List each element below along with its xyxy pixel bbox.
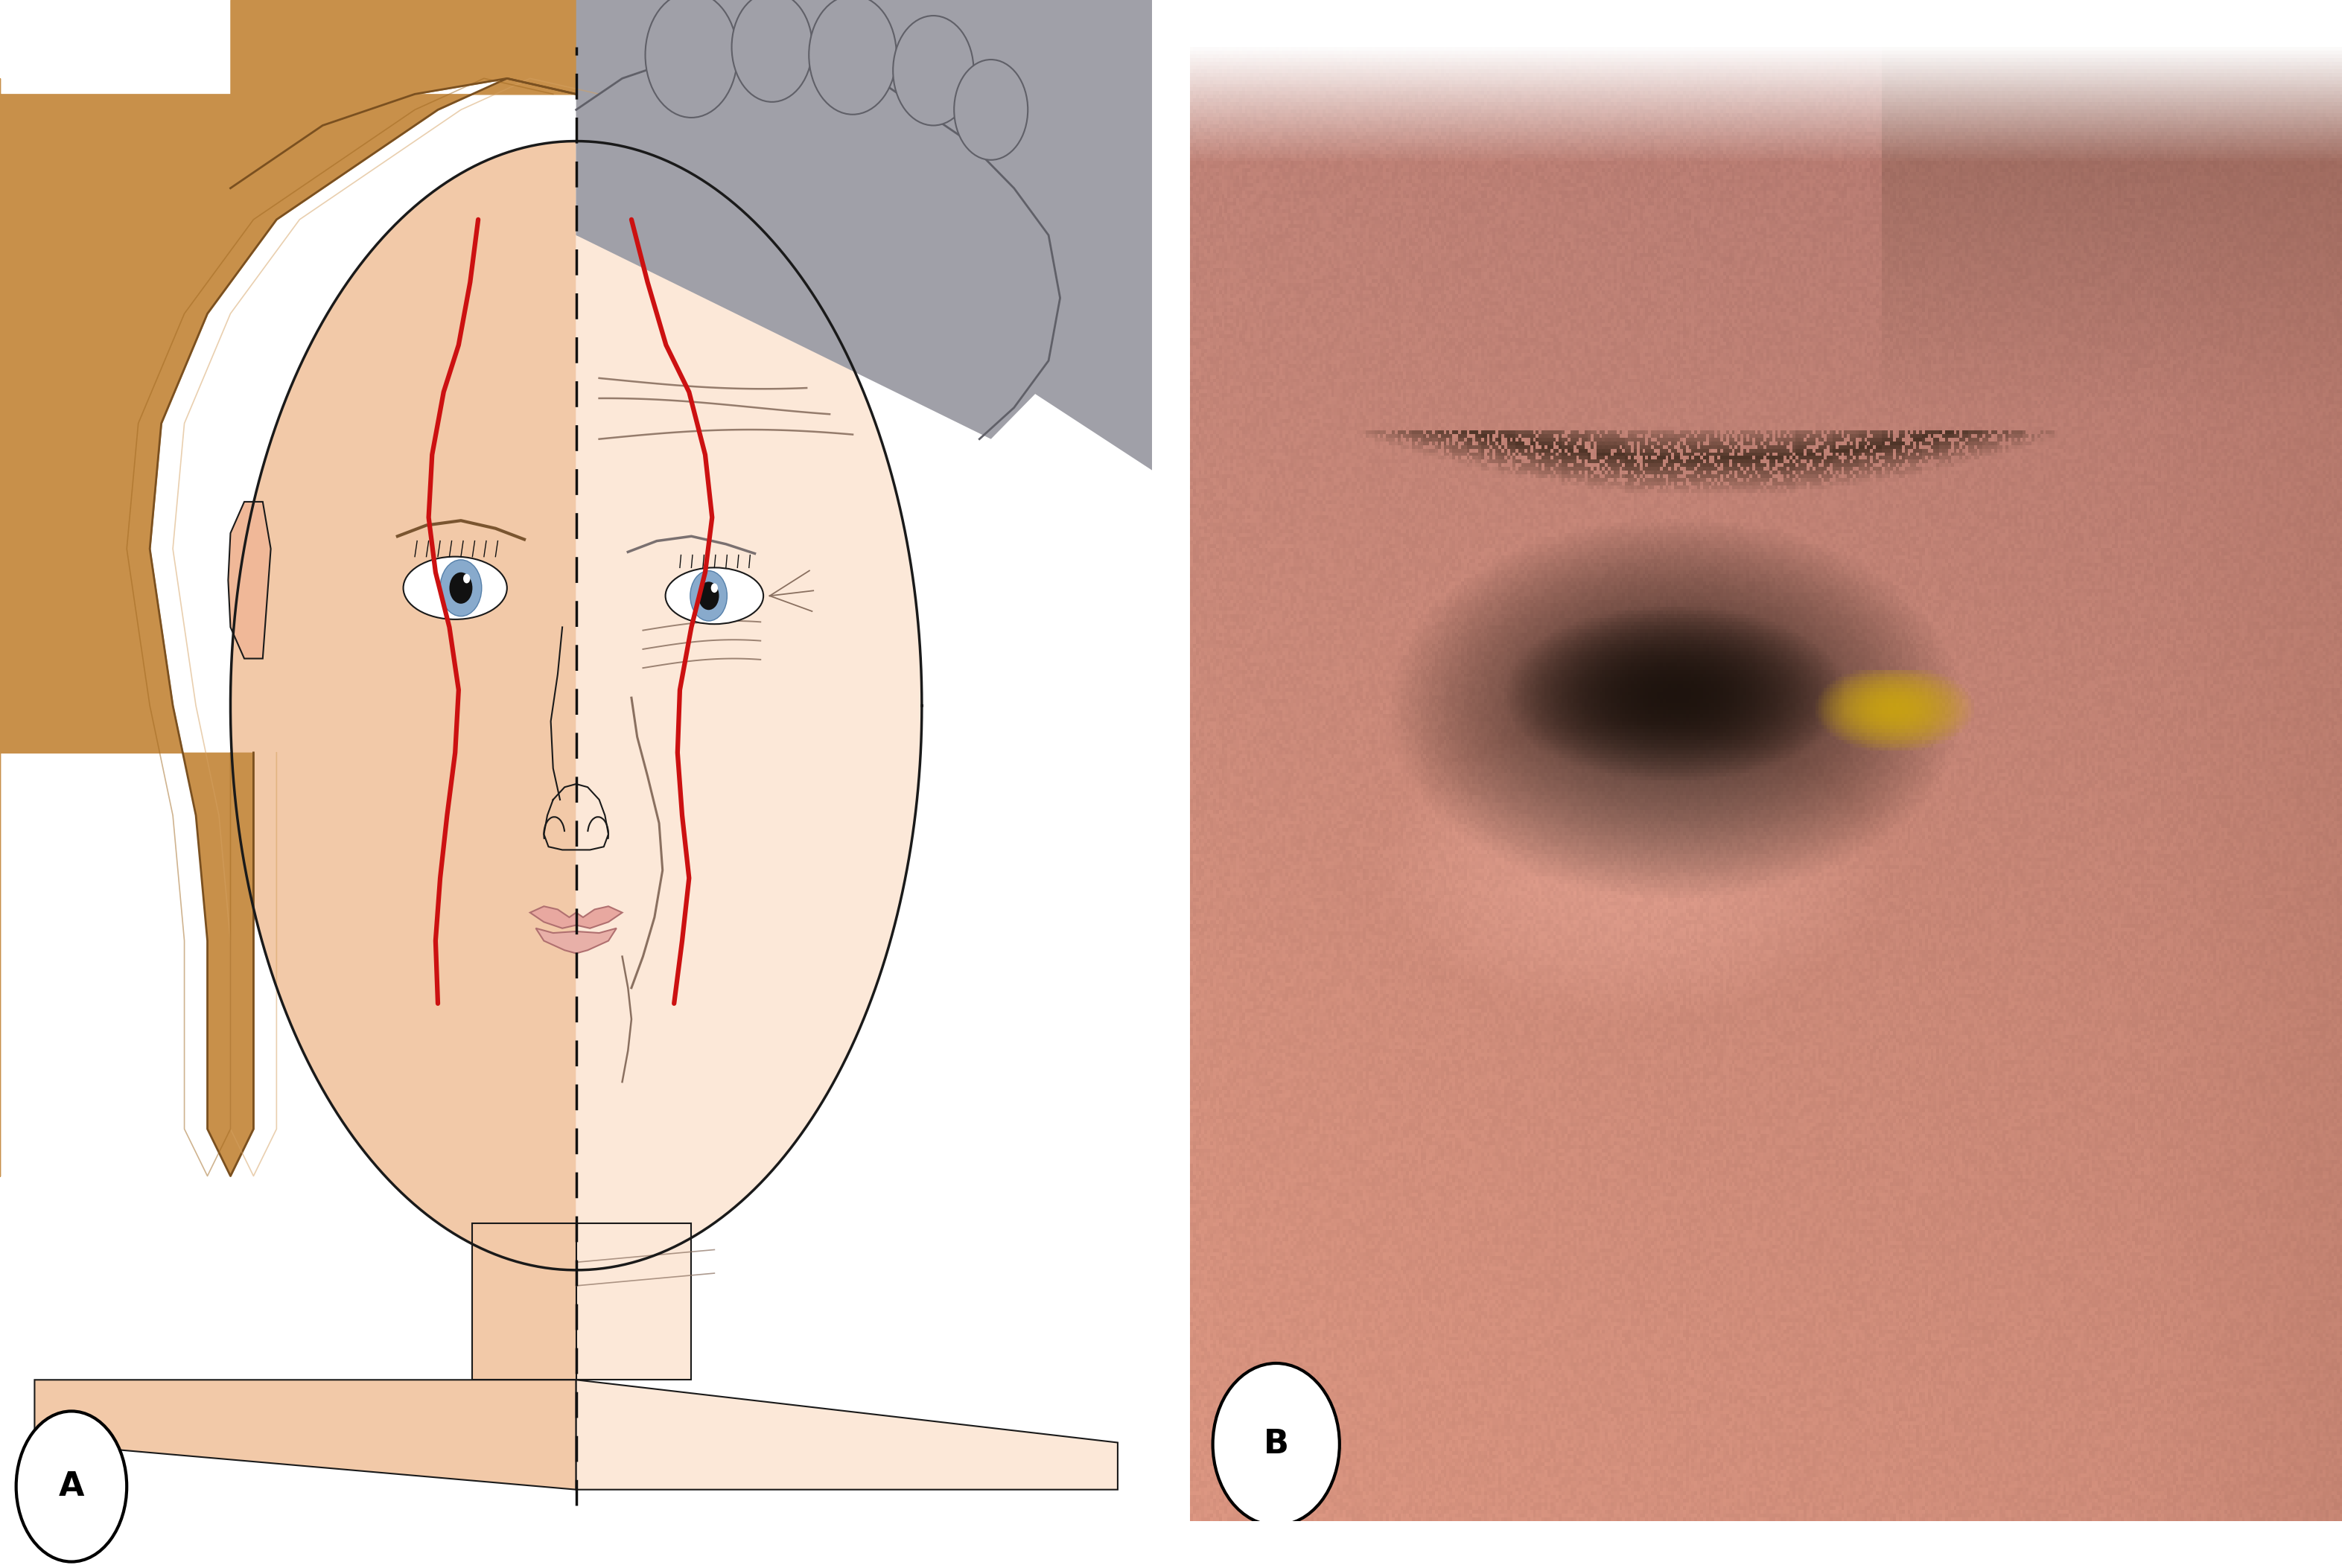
Polygon shape	[576, 141, 923, 1270]
Polygon shape	[576, 1380, 1117, 1490]
Circle shape	[698, 582, 719, 610]
Polygon shape	[576, 0, 1152, 470]
Circle shape	[953, 60, 1028, 160]
Polygon shape	[576, 1223, 691, 1380]
Ellipse shape	[665, 568, 763, 624]
Polygon shape	[230, 141, 576, 1270]
Circle shape	[1213, 1363, 1340, 1526]
Polygon shape	[536, 928, 616, 953]
Circle shape	[450, 572, 473, 604]
Polygon shape	[529, 906, 623, 928]
Circle shape	[712, 583, 719, 593]
Polygon shape	[473, 1223, 576, 1380]
Circle shape	[731, 0, 813, 102]
Circle shape	[440, 560, 482, 616]
Circle shape	[691, 571, 726, 621]
Circle shape	[646, 0, 738, 118]
Polygon shape	[227, 502, 272, 659]
Text: B: B	[1262, 1428, 1288, 1460]
Ellipse shape	[403, 557, 506, 619]
Circle shape	[464, 574, 471, 583]
Circle shape	[808, 0, 897, 114]
Polygon shape	[576, 63, 1061, 439]
Text: A: A	[59, 1471, 84, 1502]
Polygon shape	[0, 0, 1152, 1568]
Circle shape	[16, 1411, 126, 1562]
Circle shape	[892, 16, 974, 125]
Polygon shape	[35, 1380, 576, 1490]
